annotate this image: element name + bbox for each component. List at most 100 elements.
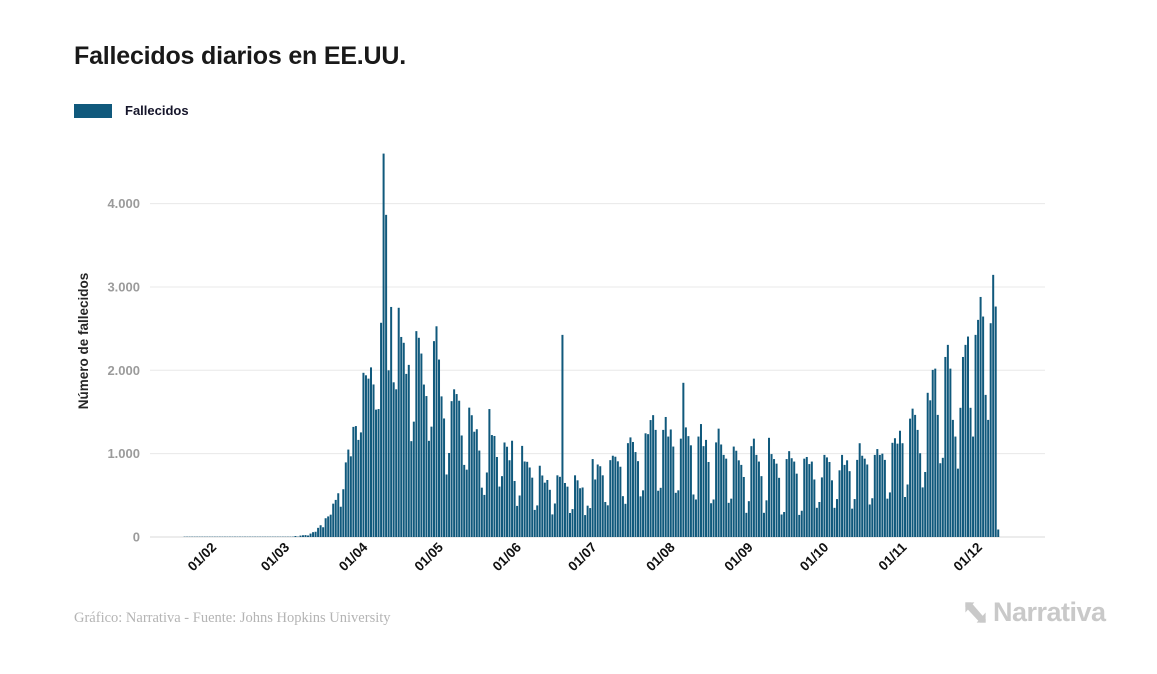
bar bbox=[624, 503, 627, 537]
bar bbox=[337, 493, 340, 537]
bar bbox=[803, 458, 806, 537]
bar bbox=[702, 446, 705, 537]
bar bbox=[707, 461, 710, 537]
bar bbox=[271, 536, 274, 537]
bar bbox=[536, 505, 539, 537]
bar bbox=[614, 456, 617, 537]
bar bbox=[284, 536, 287, 537]
bar bbox=[780, 514, 783, 537]
bar bbox=[830, 480, 833, 537]
bar bbox=[322, 527, 325, 537]
narrativa-n-icon bbox=[965, 602, 986, 623]
bar bbox=[820, 477, 823, 537]
bar bbox=[364, 375, 367, 537]
bar bbox=[878, 454, 881, 537]
bar bbox=[888, 492, 891, 537]
bar bbox=[513, 480, 516, 537]
bar bbox=[697, 436, 700, 537]
bar bbox=[896, 443, 899, 537]
bar bbox=[425, 396, 428, 537]
bar bbox=[881, 453, 884, 537]
bar bbox=[327, 516, 330, 537]
bar bbox=[629, 437, 632, 537]
bar bbox=[818, 501, 821, 537]
bar bbox=[798, 514, 801, 537]
bar bbox=[664, 416, 667, 537]
bar bbox=[808, 464, 811, 537]
bar bbox=[198, 536, 201, 537]
bar bbox=[405, 373, 408, 537]
bar bbox=[201, 536, 204, 537]
bar bbox=[523, 461, 526, 537]
legend: Fallecidos bbox=[74, 103, 189, 118]
bar bbox=[815, 507, 818, 537]
bar bbox=[594, 479, 597, 537]
bar bbox=[939, 463, 942, 537]
bar bbox=[710, 503, 713, 537]
bar bbox=[921, 487, 924, 537]
bar bbox=[901, 443, 904, 537]
bar bbox=[226, 536, 229, 537]
bar bbox=[642, 490, 645, 537]
x-tick-label: 01/08 bbox=[643, 539, 678, 574]
bar bbox=[269, 536, 272, 537]
x-tick-label: 01/04 bbox=[336, 539, 371, 574]
bar bbox=[626, 443, 629, 537]
bar bbox=[652, 415, 655, 537]
bar bbox=[576, 480, 579, 537]
bar bbox=[961, 356, 964, 537]
bar bbox=[543, 482, 546, 537]
bar bbox=[813, 479, 816, 537]
bar bbox=[795, 473, 798, 537]
bar bbox=[407, 364, 410, 537]
bar bbox=[380, 322, 383, 537]
bar bbox=[503, 442, 506, 537]
bar bbox=[314, 531, 317, 537]
bar bbox=[669, 429, 672, 537]
bar bbox=[649, 420, 652, 537]
bar bbox=[256, 536, 259, 537]
bar bbox=[259, 536, 262, 537]
bar bbox=[344, 462, 347, 537]
bar bbox=[773, 459, 776, 537]
legend-label: Fallecidos bbox=[125, 103, 189, 118]
bar bbox=[871, 498, 874, 537]
bar bbox=[974, 334, 977, 537]
bar bbox=[438, 359, 441, 537]
bar bbox=[370, 367, 373, 537]
bar bbox=[196, 536, 199, 537]
bar bbox=[228, 536, 231, 537]
bar bbox=[289, 536, 292, 537]
bar bbox=[304, 535, 307, 537]
bar bbox=[412, 421, 415, 537]
bar bbox=[616, 461, 619, 537]
bar bbox=[586, 505, 589, 537]
bar bbox=[579, 488, 582, 537]
bar bbox=[853, 499, 856, 537]
bar bbox=[465, 469, 468, 537]
bar bbox=[417, 337, 420, 537]
bar bbox=[450, 401, 453, 537]
bar bbox=[186, 536, 189, 537]
bar bbox=[883, 459, 886, 537]
bar bbox=[740, 464, 743, 537]
bar bbox=[443, 418, 446, 537]
bar bbox=[987, 419, 990, 537]
bar bbox=[470, 415, 473, 537]
bar bbox=[679, 438, 682, 537]
bar bbox=[249, 536, 252, 537]
bar bbox=[949, 368, 952, 537]
bar bbox=[715, 442, 718, 537]
bar bbox=[332, 503, 335, 537]
bar bbox=[783, 511, 786, 537]
bar bbox=[493, 435, 496, 537]
bar bbox=[377, 409, 380, 537]
bar bbox=[601, 475, 604, 537]
y-tick-label: 0 bbox=[133, 530, 140, 545]
bar bbox=[838, 470, 841, 537]
bar bbox=[836, 499, 839, 537]
bar bbox=[475, 429, 478, 537]
bar bbox=[231, 536, 234, 537]
bar bbox=[800, 510, 803, 537]
bar bbox=[810, 461, 813, 537]
